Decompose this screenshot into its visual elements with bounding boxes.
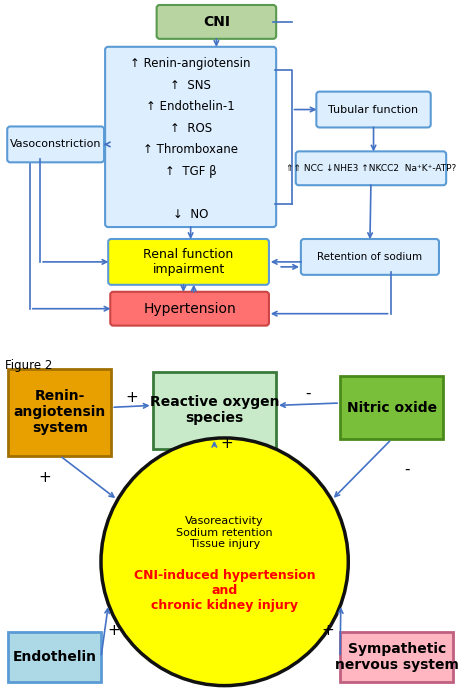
Bar: [8, 632, 101, 682]
Text: Renal function
impairment: Renal function impairment: [144, 248, 234, 276]
Text: ↑  SNS: ↑ SNS: [170, 79, 211, 92]
Text: Retention of sodium: Retention of sodium: [318, 252, 422, 262]
Text: Figure 2: Figure 2: [5, 359, 53, 372]
Text: +: +: [38, 471, 51, 485]
FancyBboxPatch shape: [296, 152, 446, 186]
Text: Renin-
angiotensin
system: Renin- angiotensin system: [14, 389, 106, 435]
FancyBboxPatch shape: [110, 292, 269, 326]
Text: ↑  TGF β: ↑ TGF β: [165, 165, 217, 178]
Text: Nitric oxide: Nitric oxide: [346, 401, 437, 415]
FancyBboxPatch shape: [7, 126, 104, 163]
Text: -: -: [404, 462, 410, 477]
Text: Vasoconstriction: Vasoconstriction: [10, 140, 101, 149]
FancyBboxPatch shape: [108, 239, 269, 285]
Bar: [8, 369, 111, 456]
Bar: [340, 632, 454, 682]
Text: Hypertension: Hypertension: [143, 302, 236, 316]
Text: Sympathetic
nervous system: Sympathetic nervous system: [335, 642, 459, 673]
FancyBboxPatch shape: [316, 92, 431, 127]
Text: -: -: [305, 386, 311, 401]
Text: +: +: [321, 623, 334, 638]
Text: ↑ Renin-angiotensin: ↑ Renin-angiotensin: [130, 57, 251, 70]
Text: Endothelin: Endothelin: [13, 651, 97, 664]
Text: ⇑⇑ NCC ↓NHE3 ↑NKCC2  Na⁺K⁺-ATP?: ⇑⇑ NCC ↓NHE3 ↑NKCC2 Na⁺K⁺-ATP?: [286, 164, 456, 173]
Text: Reactive oxygen
species: Reactive oxygen species: [150, 395, 279, 425]
Text: CNI-induced hypertension
and
chronic kidney injury: CNI-induced hypertension and chronic kid…: [134, 569, 316, 612]
FancyBboxPatch shape: [105, 47, 276, 227]
Text: ↑  ROS: ↑ ROS: [170, 122, 212, 135]
Bar: [153, 372, 276, 449]
Text: +: +: [220, 436, 233, 451]
Text: Tubular function: Tubular function: [328, 104, 419, 115]
Text: CNI: CNI: [203, 15, 230, 29]
Text: ↑ Thromboxane: ↑ Thromboxane: [143, 143, 238, 156]
Text: ↑ Endothelin-1: ↑ Endothelin-1: [146, 100, 235, 113]
Text: +: +: [107, 623, 120, 638]
Text: ↓  NO: ↓ NO: [173, 208, 208, 220]
Text: +: +: [126, 390, 138, 405]
Bar: [340, 377, 443, 439]
FancyBboxPatch shape: [156, 5, 276, 39]
Ellipse shape: [101, 438, 348, 686]
FancyBboxPatch shape: [301, 239, 439, 275]
Text: Vasoreactivity
Sodium retention
Tissue injury: Vasoreactivity Sodium retention Tissue i…: [176, 516, 273, 550]
